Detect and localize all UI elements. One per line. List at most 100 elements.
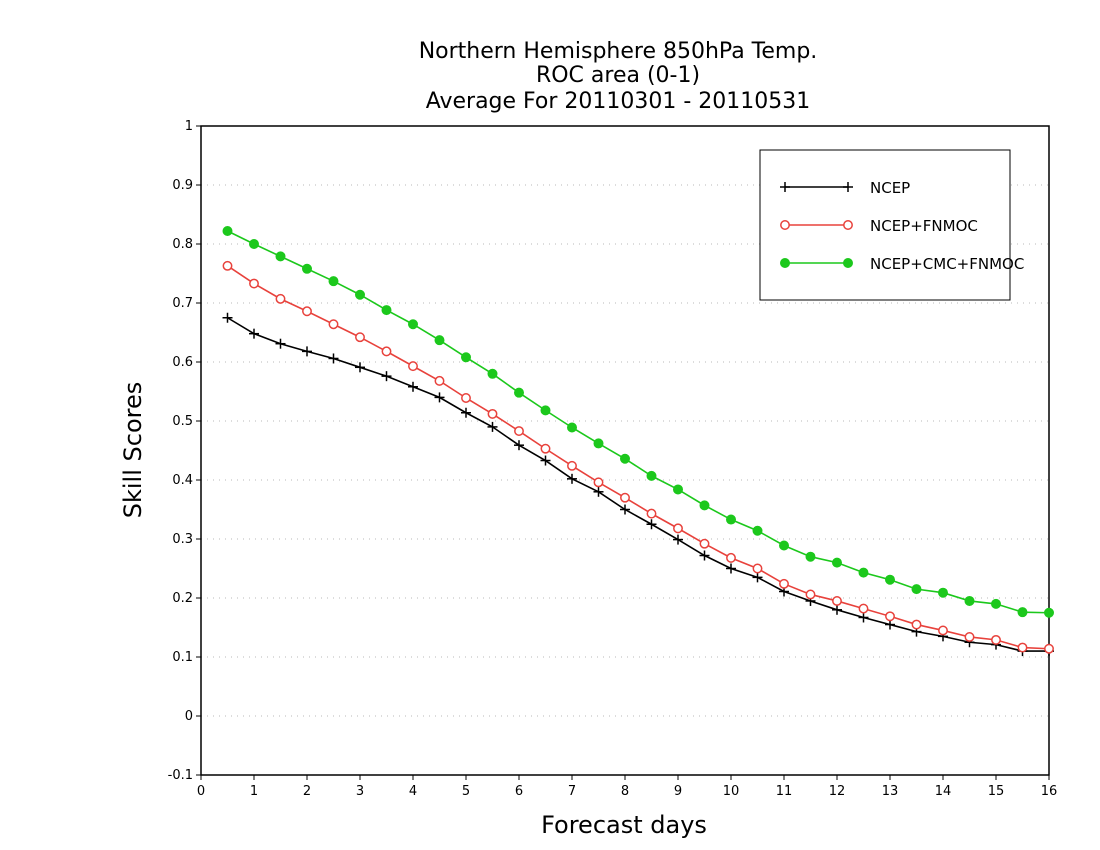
data-point-ncep-fnmoc	[699, 538, 710, 549]
y-tick-label: 0.8	[172, 237, 193, 252]
data-point-ncep	[620, 504, 630, 515]
y-tick-label: 0	[185, 709, 193, 724]
data-point-ncep	[249, 328, 259, 339]
data-point-ncep-cmc-fnmoc	[646, 470, 657, 481]
x-tick-label: 9	[674, 784, 682, 799]
data-point-ncep-fnmoc	[620, 492, 630, 503]
data-point-ncep	[381, 371, 392, 382]
legend-marker	[780, 182, 790, 192]
x-axis-label: Forecast days	[541, 811, 707, 839]
data-point-ncep	[461, 407, 471, 418]
x-tick-label: 0	[197, 784, 205, 799]
data-point-ncep-fnmoc	[1044, 643, 1054, 654]
data-point-ncep-fnmoc	[991, 634, 1001, 645]
x-tick-label: 11	[776, 784, 793, 799]
legend-item-ncep: NCEP	[780, 179, 910, 197]
data-point-ncep-cmc-fnmoc	[1044, 607, 1054, 618]
legend-label: NCEP	[870, 179, 910, 197]
x-tick-label: 14	[935, 784, 952, 799]
data-point-ncep-cmc-fnmoc	[381, 305, 392, 316]
y-axis-label: Skill Scores	[119, 382, 147, 519]
x-tick-label: 7	[568, 784, 576, 799]
data-point-ncep-cmc-fnmoc	[726, 514, 736, 525]
x-tick-label: 3	[356, 784, 364, 799]
data-point-ncep	[222, 312, 233, 323]
x-tick-label: 16	[1041, 784, 1058, 799]
series	[222, 226, 1054, 657]
data-point-ncep	[302, 346, 312, 357]
y-tick-label: 0.9	[172, 178, 193, 193]
legend-marker	[780, 220, 790, 230]
data-point-ncep-fnmoc	[593, 477, 604, 488]
data-point-ncep	[408, 381, 418, 392]
data-point-ncep	[567, 473, 577, 484]
x-tick-label: 8	[621, 784, 629, 799]
legend-marker	[780, 258, 790, 268]
legend-label: NCEP+FNMOC	[870, 217, 978, 235]
data-point-ncep-fnmoc	[249, 278, 259, 289]
data-point-ncep	[752, 572, 763, 583]
data-point-ncep-fnmoc	[540, 443, 551, 454]
axes: -0.100.10.20.30.40.50.60.70.80.910 1 2 3 4 5 6…	[168, 119, 1058, 799]
data-point-ncep-cmc-fnmoc	[832, 557, 842, 568]
data-point-ncep-fnmoc	[752, 563, 763, 574]
legend-marker	[843, 182, 853, 192]
data-point-ncep-fnmoc	[514, 426, 524, 436]
data-point-ncep-cmc-fnmoc	[620, 453, 630, 464]
data-point-ncep-fnmoc	[779, 578, 789, 589]
data-point-ncep-cmc-fnmoc	[699, 500, 710, 511]
data-point-ncep-cmc-fnmoc	[275, 251, 286, 262]
data-point-ncep-cmc-fnmoc	[408, 319, 418, 330]
y-tick-label: 0.7	[172, 296, 193, 311]
data-point-ncep-fnmoc	[302, 306, 312, 317]
data-point-ncep-cmc-fnmoc	[938, 587, 948, 598]
data-point-ncep-fnmoc	[275, 293, 286, 304]
x-tick-label: 1	[250, 784, 258, 799]
data-point-ncep-cmc-fnmoc	[673, 484, 683, 495]
data-point-ncep-cmc-fnmoc	[355, 289, 365, 300]
data-point-ncep-cmc-fnmoc	[1017, 607, 1028, 618]
data-point-ncep-cmc-fnmoc	[540, 405, 551, 416]
legend-item-ncep-fnmoc: NCEP+FNMOC	[780, 217, 978, 235]
data-point-ncep-cmc-fnmoc	[805, 551, 816, 562]
data-point-ncep-cmc-fnmoc	[885, 574, 895, 585]
y-tick-label: 0.5	[172, 414, 193, 429]
data-point-ncep-cmc-fnmoc	[593, 438, 604, 449]
x-tick-label: 4	[409, 784, 417, 799]
data-point-ncep	[355, 362, 365, 373]
data-point-ncep-cmc-fnmoc	[911, 584, 922, 595]
data-point-ncep-fnmoc	[832, 596, 842, 606]
data-point-ncep-cmc-fnmoc	[752, 525, 763, 536]
legend-marker	[843, 220, 853, 230]
data-point-ncep-fnmoc	[726, 552, 736, 563]
data-point-ncep-fnmoc	[1017, 642, 1028, 653]
data-point-ncep-cmc-fnmoc	[858, 567, 869, 578]
data-point-ncep	[646, 519, 657, 530]
data-point-ncep-fnmoc	[646, 508, 657, 519]
x-tick-label: 2	[303, 784, 311, 799]
data-point-ncep-cmc-fnmoc	[964, 595, 975, 606]
data-point-ncep-fnmoc	[805, 589, 816, 600]
series-ncep-fnmoc	[222, 260, 1054, 654]
x-tick-label: 5	[462, 784, 470, 799]
data-point-ncep	[858, 612, 869, 623]
x-tick-label: 10	[723, 784, 740, 799]
data-point-ncep	[726, 563, 736, 574]
data-point-ncep	[434, 392, 445, 403]
data-point-ncep-fnmoc	[222, 260, 233, 271]
chart-title-line-3: Average For 20110301 - 20110531	[426, 89, 811, 114]
data-point-ncep-cmc-fnmoc	[328, 276, 339, 287]
data-point-ncep-fnmoc	[858, 603, 869, 614]
y-tick-label: 0.2	[172, 591, 193, 606]
data-point-ncep-fnmoc	[434, 375, 445, 386]
data-point-ncep	[593, 486, 604, 497]
plot-frame	[200, 125, 1050, 776]
data-point-ncep-cmc-fnmoc	[514, 387, 524, 398]
data-point-ncep-fnmoc	[487, 408, 498, 419]
data-point-ncep	[275, 338, 286, 349]
data-point-ncep-cmc-fnmoc	[249, 239, 259, 249]
series-line-ncep	[227, 317, 1049, 652]
data-point-ncep-fnmoc	[355, 332, 365, 343]
